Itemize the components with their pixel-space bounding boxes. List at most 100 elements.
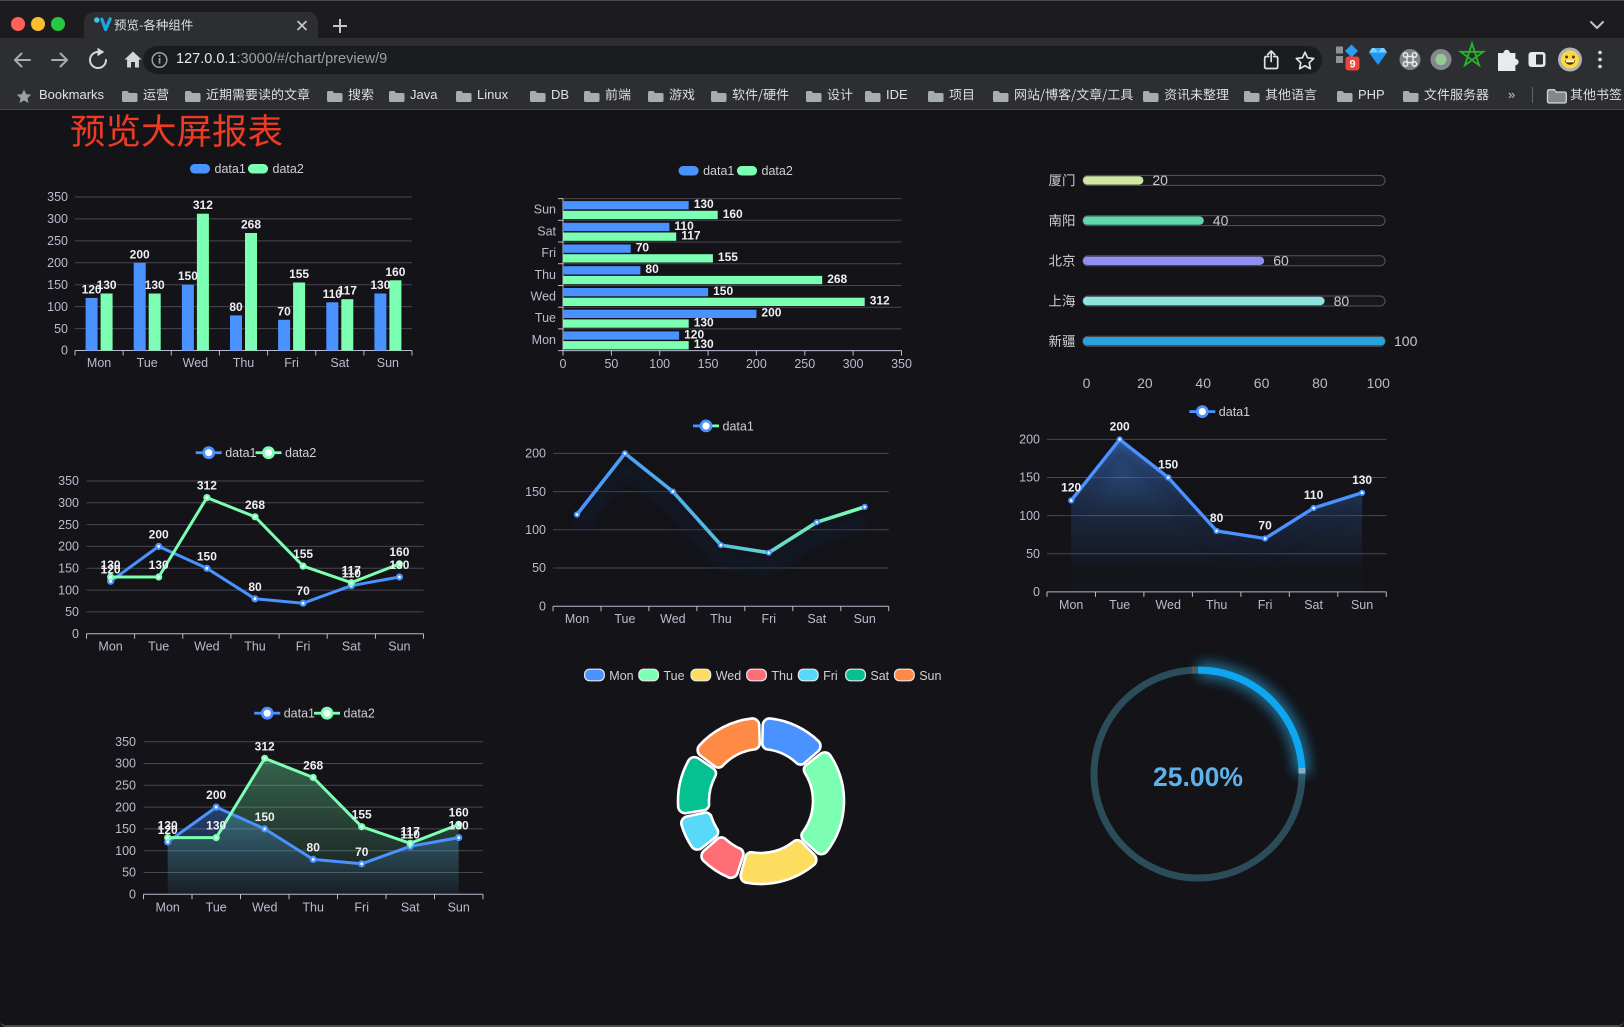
- svg-text:100: 100: [1367, 375, 1391, 391]
- svg-text:160: 160: [385, 265, 405, 279]
- svg-text:155: 155: [352, 808, 372, 822]
- svg-text:130: 130: [206, 819, 226, 833]
- svg-text:Wed: Wed: [660, 612, 686, 626]
- svg-text:268: 268: [303, 759, 323, 773]
- svg-text:data1: data1: [225, 446, 256, 460]
- svg-text:200: 200: [47, 256, 68, 270]
- svg-text:Thu: Thu: [233, 356, 255, 370]
- svg-text:130: 130: [158, 819, 178, 833]
- svg-text:350: 350: [891, 357, 912, 371]
- svg-text:9: 9: [1349, 59, 1355, 71]
- svg-text:data2: data2: [762, 164, 793, 178]
- svg-text:Mon: Mon: [1059, 598, 1083, 612]
- svg-text:130: 130: [694, 337, 714, 351]
- svg-text:0: 0: [129, 888, 136, 902]
- svg-text:300: 300: [115, 757, 136, 771]
- svg-text:Tue: Tue: [137, 356, 158, 370]
- svg-text:155: 155: [718, 250, 738, 264]
- svg-text:70: 70: [355, 845, 369, 859]
- svg-text:150: 150: [178, 269, 198, 283]
- svg-text:120: 120: [82, 282, 102, 296]
- svg-text:Fri: Fri: [1258, 598, 1273, 612]
- svg-text:20: 20: [1137, 375, 1153, 391]
- svg-text:Sun: Sun: [1351, 598, 1373, 612]
- svg-text:70: 70: [296, 584, 310, 598]
- svg-text:60: 60: [1254, 375, 1270, 391]
- svg-text:Thu: Thu: [534, 268, 556, 282]
- svg-text:120: 120: [1061, 480, 1081, 494]
- svg-text:20: 20: [1152, 172, 1168, 188]
- svg-text:50: 50: [54, 322, 68, 336]
- svg-text:100: 100: [115, 844, 136, 858]
- svg-text:155: 155: [289, 267, 309, 281]
- svg-text:250: 250: [115, 779, 136, 793]
- svg-text:150: 150: [525, 485, 546, 499]
- svg-text:120: 120: [158, 823, 178, 837]
- svg-text:Fri: Fri: [541, 246, 556, 260]
- svg-text:80: 80: [1210, 511, 1224, 525]
- svg-text:160: 160: [723, 207, 743, 221]
- svg-text:130: 130: [149, 558, 169, 572]
- svg-text:110: 110: [401, 827, 421, 841]
- svg-text:data1: data1: [723, 419, 754, 433]
- svg-text:Wed: Wed: [252, 900, 278, 914]
- svg-text:130: 130: [145, 278, 165, 292]
- svg-text:0: 0: [1083, 375, 1091, 391]
- svg-text:300: 300: [47, 212, 68, 226]
- svg-text:117: 117: [681, 229, 701, 243]
- svg-text:200: 200: [206, 788, 226, 802]
- svg-text:0: 0: [560, 357, 567, 371]
- svg-text:100: 100: [1019, 509, 1040, 523]
- svg-text:200: 200: [115, 800, 136, 814]
- svg-text:268: 268: [245, 498, 265, 512]
- svg-text:110: 110: [342, 567, 362, 581]
- svg-text:300: 300: [843, 357, 864, 371]
- svg-text:80: 80: [248, 580, 262, 594]
- svg-text:120: 120: [684, 327, 704, 341]
- svg-text:Tue: Tue: [206, 900, 227, 914]
- svg-text:Thu: Thu: [244, 640, 266, 654]
- svg-text:200: 200: [149, 527, 169, 541]
- svg-text:200: 200: [1019, 433, 1040, 447]
- svg-text:312: 312: [197, 479, 217, 493]
- svg-text:Thu: Thu: [1206, 598, 1228, 612]
- svg-text:268: 268: [827, 272, 847, 286]
- svg-text:150: 150: [255, 810, 275, 824]
- svg-text:Sat: Sat: [1304, 598, 1323, 612]
- svg-text:80: 80: [229, 300, 243, 314]
- svg-text:100: 100: [525, 523, 546, 537]
- svg-text:80: 80: [1312, 375, 1328, 391]
- svg-text:130: 130: [370, 278, 390, 292]
- svg-text:Tue: Tue: [1109, 598, 1130, 612]
- svg-text:Wed: Wed: [183, 356, 209, 370]
- svg-text:150: 150: [698, 357, 719, 371]
- svg-text:Sun: Sun: [854, 612, 876, 626]
- svg-text:150: 150: [47, 278, 68, 292]
- svg-text:25.00%: 25.00%: [1153, 762, 1243, 792]
- svg-text:Fri: Fri: [296, 640, 311, 654]
- svg-text:Mon: Mon: [87, 356, 111, 370]
- svg-text:70: 70: [277, 304, 291, 318]
- svg-text:100: 100: [649, 357, 670, 371]
- svg-text:Mon: Mon: [609, 669, 633, 683]
- svg-text:data2: data2: [344, 707, 375, 721]
- svg-text:130: 130: [694, 197, 714, 211]
- svg-text:150: 150: [58, 562, 79, 576]
- svg-text:250: 250: [794, 357, 815, 371]
- svg-text:200: 200: [130, 247, 150, 261]
- svg-text:312: 312: [870, 294, 890, 308]
- svg-text:200: 200: [761, 306, 781, 320]
- svg-text:Sun: Sun: [388, 640, 410, 654]
- svg-text:300: 300: [58, 496, 79, 510]
- svg-text:Sat: Sat: [330, 356, 349, 370]
- svg-text:250: 250: [47, 234, 68, 248]
- svg-text:data2: data2: [273, 162, 304, 176]
- svg-text:40: 40: [1195, 375, 1211, 391]
- svg-text:0: 0: [72, 627, 79, 641]
- svg-text:100: 100: [1394, 333, 1418, 349]
- svg-text:250: 250: [58, 518, 79, 532]
- svg-text:100: 100: [47, 300, 68, 314]
- svg-text:0: 0: [61, 344, 68, 358]
- svg-text:268: 268: [241, 218, 261, 232]
- svg-text:312: 312: [193, 198, 213, 212]
